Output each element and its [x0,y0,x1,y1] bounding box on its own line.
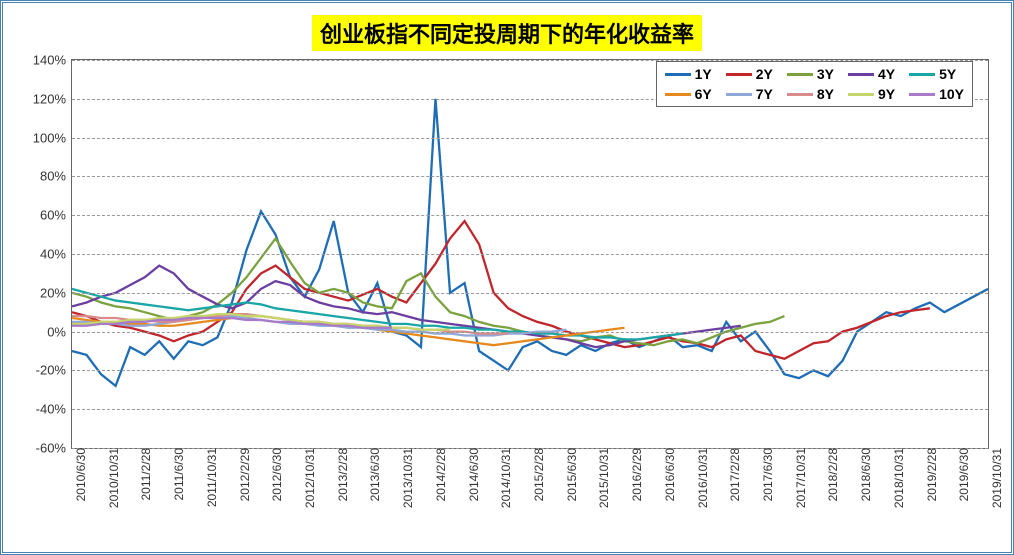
legend-item: 10Y [909,86,964,102]
series-line [72,99,988,386]
x-axis-label: 2010/6/30 [74,448,88,501]
y-axis-label: 20% [40,285,66,300]
gridline [72,254,988,255]
x-axis-label: 2015/2/28 [532,448,546,501]
x-axis-label: 2017/6/30 [761,448,775,501]
x-axis-label: 2018/6/30 [859,448,873,501]
legend-label: 6Y [695,86,712,102]
plot-area: -60%-40%-20%0%20%40%60%80%100%120%140%20… [71,59,989,449]
gridline [72,370,988,371]
series-line [72,221,930,359]
legend-swatch [848,93,874,96]
y-axis-label: -40% [36,402,66,417]
y-axis-label: 140% [33,53,66,68]
y-axis-label: 120% [33,91,66,106]
x-axis-label: 2014/6/30 [467,448,481,501]
x-axis-label: 2016/10/31 [696,448,710,508]
x-axis-label: 2016/6/30 [663,448,677,501]
legend-label: 9Y [878,86,895,102]
x-axis-label: 2012/10/31 [303,448,317,508]
legend-label: 8Y [817,86,834,102]
legend-label: 3Y [817,66,834,82]
x-axis-label: 2019/10/31 [990,448,1004,508]
x-axis-label: 2013/6/30 [368,448,382,501]
y-axis-label: 40% [40,247,66,262]
legend-label: 7Y [756,86,773,102]
legend-swatch [726,73,752,76]
x-axis-label: 2014/2/28 [434,448,448,501]
legend-item: 4Y [848,66,895,82]
x-axis-label: 2017/10/31 [794,448,808,508]
chart-frame: 创业板指不同定投周期下的年化收益率 1Y2Y3Y4Y5Y6Y7Y8Y9Y10Y … [0,0,1014,555]
x-axis-label: 2010/10/31 [107,448,121,508]
legend-item: 3Y [787,66,834,82]
legend-swatch [787,73,813,76]
gridline [72,215,988,216]
x-axis-label: 2016/2/29 [630,448,644,501]
x-axis-label: 2017/2/28 [728,448,742,501]
legend-item: 8Y [787,86,834,102]
legend-item: 5Y [909,66,964,82]
legend-label: 10Y [939,86,964,102]
y-axis-label: 100% [33,130,66,145]
x-axis-label: 2011/2/28 [139,448,153,501]
x-axis-label: 2013/10/31 [401,448,415,508]
gridline [72,332,988,333]
y-axis-label: 80% [40,169,66,184]
legend-label: 2Y [756,66,773,82]
y-axis-label: 0% [47,324,66,339]
legend-swatch [848,73,874,76]
chart-container: 创业板指不同定投周期下的年化收益率 1Y2Y3Y4Y5Y6Y7Y8Y9Y10Y … [11,11,1003,544]
legend-swatch [665,93,691,96]
x-axis-label: 2011/10/31 [205,448,219,507]
legend-label: 1Y [695,66,712,82]
x-axis-label: 2014/10/31 [499,448,513,508]
y-axis-label: 60% [40,208,66,223]
legend-item: 1Y [665,66,712,82]
legend-label: 5Y [939,66,956,82]
y-axis-label: -20% [36,363,66,378]
legend-item: 6Y [665,86,712,102]
legend: 1Y 2Y 3Y 4Y 5Y 6Y 7Y 8Y 9Y 10Y [656,61,973,107]
x-axis-label: 2018/10/31 [892,448,906,508]
gridline [72,409,988,410]
legend-label: 4Y [878,66,895,82]
x-axis-label: 2015/10/31 [597,448,611,508]
legend-swatch [726,93,752,96]
x-axis-label: 2018/2/28 [826,448,840,501]
legend-item: 2Y [726,66,773,82]
legend-swatch [665,73,691,76]
y-axis-label: -60% [36,441,66,456]
x-axis-label: 2019/6/30 [957,448,971,501]
x-axis-label: 2012/6/30 [270,448,284,501]
gridline [72,176,988,177]
legend-item: 9Y [848,86,895,102]
gridline [72,293,988,294]
legend-swatch [909,73,935,76]
legend-swatch [787,93,813,96]
x-axis-label: 2015/6/30 [565,448,579,501]
legend-swatch [909,93,935,96]
x-axis-label: 2012/2/29 [238,448,252,501]
legend-item: 7Y [726,86,773,102]
x-axis-label: 2011/6/30 [172,448,186,501]
chart-title: 创业板指不同定投周期下的年化收益率 [312,15,702,51]
x-axis-label: 2013/2/28 [336,448,350,501]
x-axis-label: 2019/2/28 [925,448,939,501]
gridline [72,138,988,139]
